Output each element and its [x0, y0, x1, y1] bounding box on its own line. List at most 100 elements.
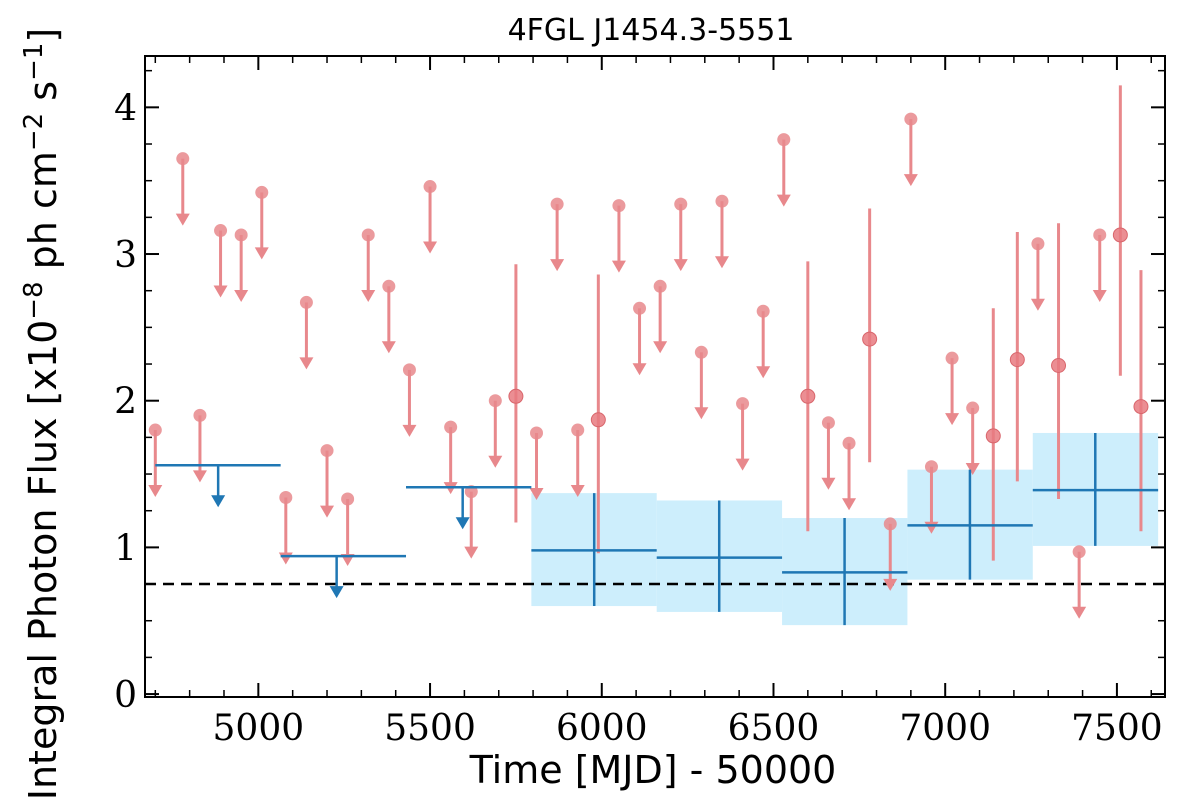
plot-frame — [144, 55, 1166, 698]
data-point — [508, 388, 524, 404]
data-point — [653, 279, 667, 293]
data-point — [1009, 352, 1025, 368]
y-axis-title-exp: −2 — [19, 113, 49, 151]
short-bin-layer — [148, 85, 1149, 619]
x-tick-label: 5000 — [213, 708, 305, 749]
data-point — [945, 351, 959, 365]
bin-upper-limit-arrowhead — [329, 586, 344, 599]
data-point — [488, 394, 502, 408]
data-point — [341, 492, 355, 506]
x-tick-label: 7000 — [899, 708, 991, 749]
upper-limit-arrowhead — [653, 341, 668, 354]
upper-limit-arrowhead — [423, 241, 438, 254]
bin-upper-limit-arrowhead — [211, 495, 226, 508]
data-point — [423, 180, 437, 194]
data-point — [924, 460, 938, 474]
upper-limit-arrowhead — [903, 174, 918, 187]
upper-limit-arrowhead — [550, 259, 565, 272]
data-point — [756, 304, 770, 318]
y-tick-label: 0 — [114, 675, 137, 716]
upper-limit-arrowhead — [254, 247, 269, 260]
data-point — [694, 345, 708, 359]
data-point — [612, 199, 626, 213]
y-axis-title-exp: −1 — [19, 43, 49, 81]
upper-limit-arrowhead — [883, 578, 898, 591]
data-point — [1133, 399, 1149, 415]
data-point — [633, 301, 647, 315]
y-axis-title-exp: −8 — [19, 281, 49, 319]
data-point — [1051, 357, 1067, 373]
data-point — [966, 401, 980, 415]
upper-limit-arrowhead — [234, 289, 249, 302]
upper-limit-arrowhead — [842, 498, 857, 511]
data-point — [299, 295, 313, 309]
data-point — [530, 426, 544, 440]
upper-limit-arrowhead — [464, 546, 479, 559]
upper-limit-arrowhead — [213, 285, 228, 298]
data-point — [148, 423, 162, 437]
upper-limit-arrowhead — [278, 552, 293, 565]
data-point — [1031, 237, 1045, 251]
data-point — [862, 331, 878, 347]
upper-limit-arrowhead — [1072, 606, 1087, 619]
y-tick-label: 3 — [114, 235, 137, 276]
upper-limit-arrowhead — [965, 463, 980, 476]
y-axis-title-part: s — [21, 81, 65, 113]
data-point — [1072, 545, 1086, 559]
upper-limit-arrowhead — [756, 366, 771, 379]
data-point — [1112, 227, 1128, 243]
data-point — [234, 228, 248, 242]
tick-layer: 5000 5500 6000 6500 7000 7500 0 1 2 3 4 — [114, 56, 1165, 749]
upper-limit-arrowhead — [381, 341, 396, 354]
upper-limit-arrowhead — [148, 485, 163, 498]
data-point — [821, 416, 835, 430]
data-point — [590, 412, 606, 428]
data-point — [571, 423, 585, 437]
data-point — [361, 228, 375, 242]
upper-limit-arrowhead — [776, 194, 791, 207]
upper-limit-arrowhead — [299, 357, 314, 370]
upper-limit-arrowhead — [361, 289, 376, 302]
data-point — [985, 428, 1001, 444]
upper-limit-arrowhead — [673, 259, 688, 272]
bin-upper-limit-arrowhead — [455, 517, 470, 530]
data-point — [279, 491, 293, 505]
data-point — [444, 420, 458, 434]
upper-limit-arrowhead — [945, 413, 960, 426]
upper-limit-arrowhead — [611, 260, 626, 273]
x-tick-label: 6500 — [728, 708, 820, 749]
data-point — [320, 444, 334, 458]
data-point — [883, 517, 897, 531]
upper-limit-arrowhead — [320, 505, 335, 518]
x-axis-title: Time [MJD] - 50000 — [469, 748, 837, 792]
data-point — [214, 224, 228, 238]
upper-limit-arrowhead — [694, 407, 709, 420]
y-axis-title-part: ] — [21, 28, 65, 43]
data-point — [715, 194, 729, 208]
y-tick-label: 1 — [114, 528, 137, 569]
data-point — [904, 112, 918, 126]
data-point — [736, 397, 750, 411]
y-tick-label: 4 — [114, 88, 137, 129]
x-tick-label: 7500 — [1071, 708, 1163, 749]
data-point — [176, 152, 190, 166]
data-point — [777, 133, 791, 147]
upper-limit-arrowhead — [570, 485, 585, 498]
data-point — [800, 388, 816, 404]
data-point — [842, 436, 856, 450]
long-bin-layer — [155, 432, 1159, 626]
data-point — [550, 197, 564, 211]
upper-limit-arrowhead — [632, 363, 647, 376]
upper-limit-arrowhead — [402, 424, 417, 437]
data-point — [402, 363, 416, 377]
data-point — [382, 279, 396, 293]
upper-limit-arrowhead — [175, 213, 190, 226]
upper-limit-arrowhead — [821, 477, 836, 490]
upper-limit-arrowhead — [1030, 298, 1045, 311]
y-tick-label: 2 — [114, 382, 137, 423]
chart-title: 4FGL J1454.3-5551 — [508, 13, 795, 48]
data-point — [1093, 228, 1107, 242]
data-point — [193, 408, 207, 422]
y-axis-title: Integral Photon Flux [x10−8 ph cm−2 s−1] — [19, 28, 65, 800]
data-point — [255, 185, 269, 199]
